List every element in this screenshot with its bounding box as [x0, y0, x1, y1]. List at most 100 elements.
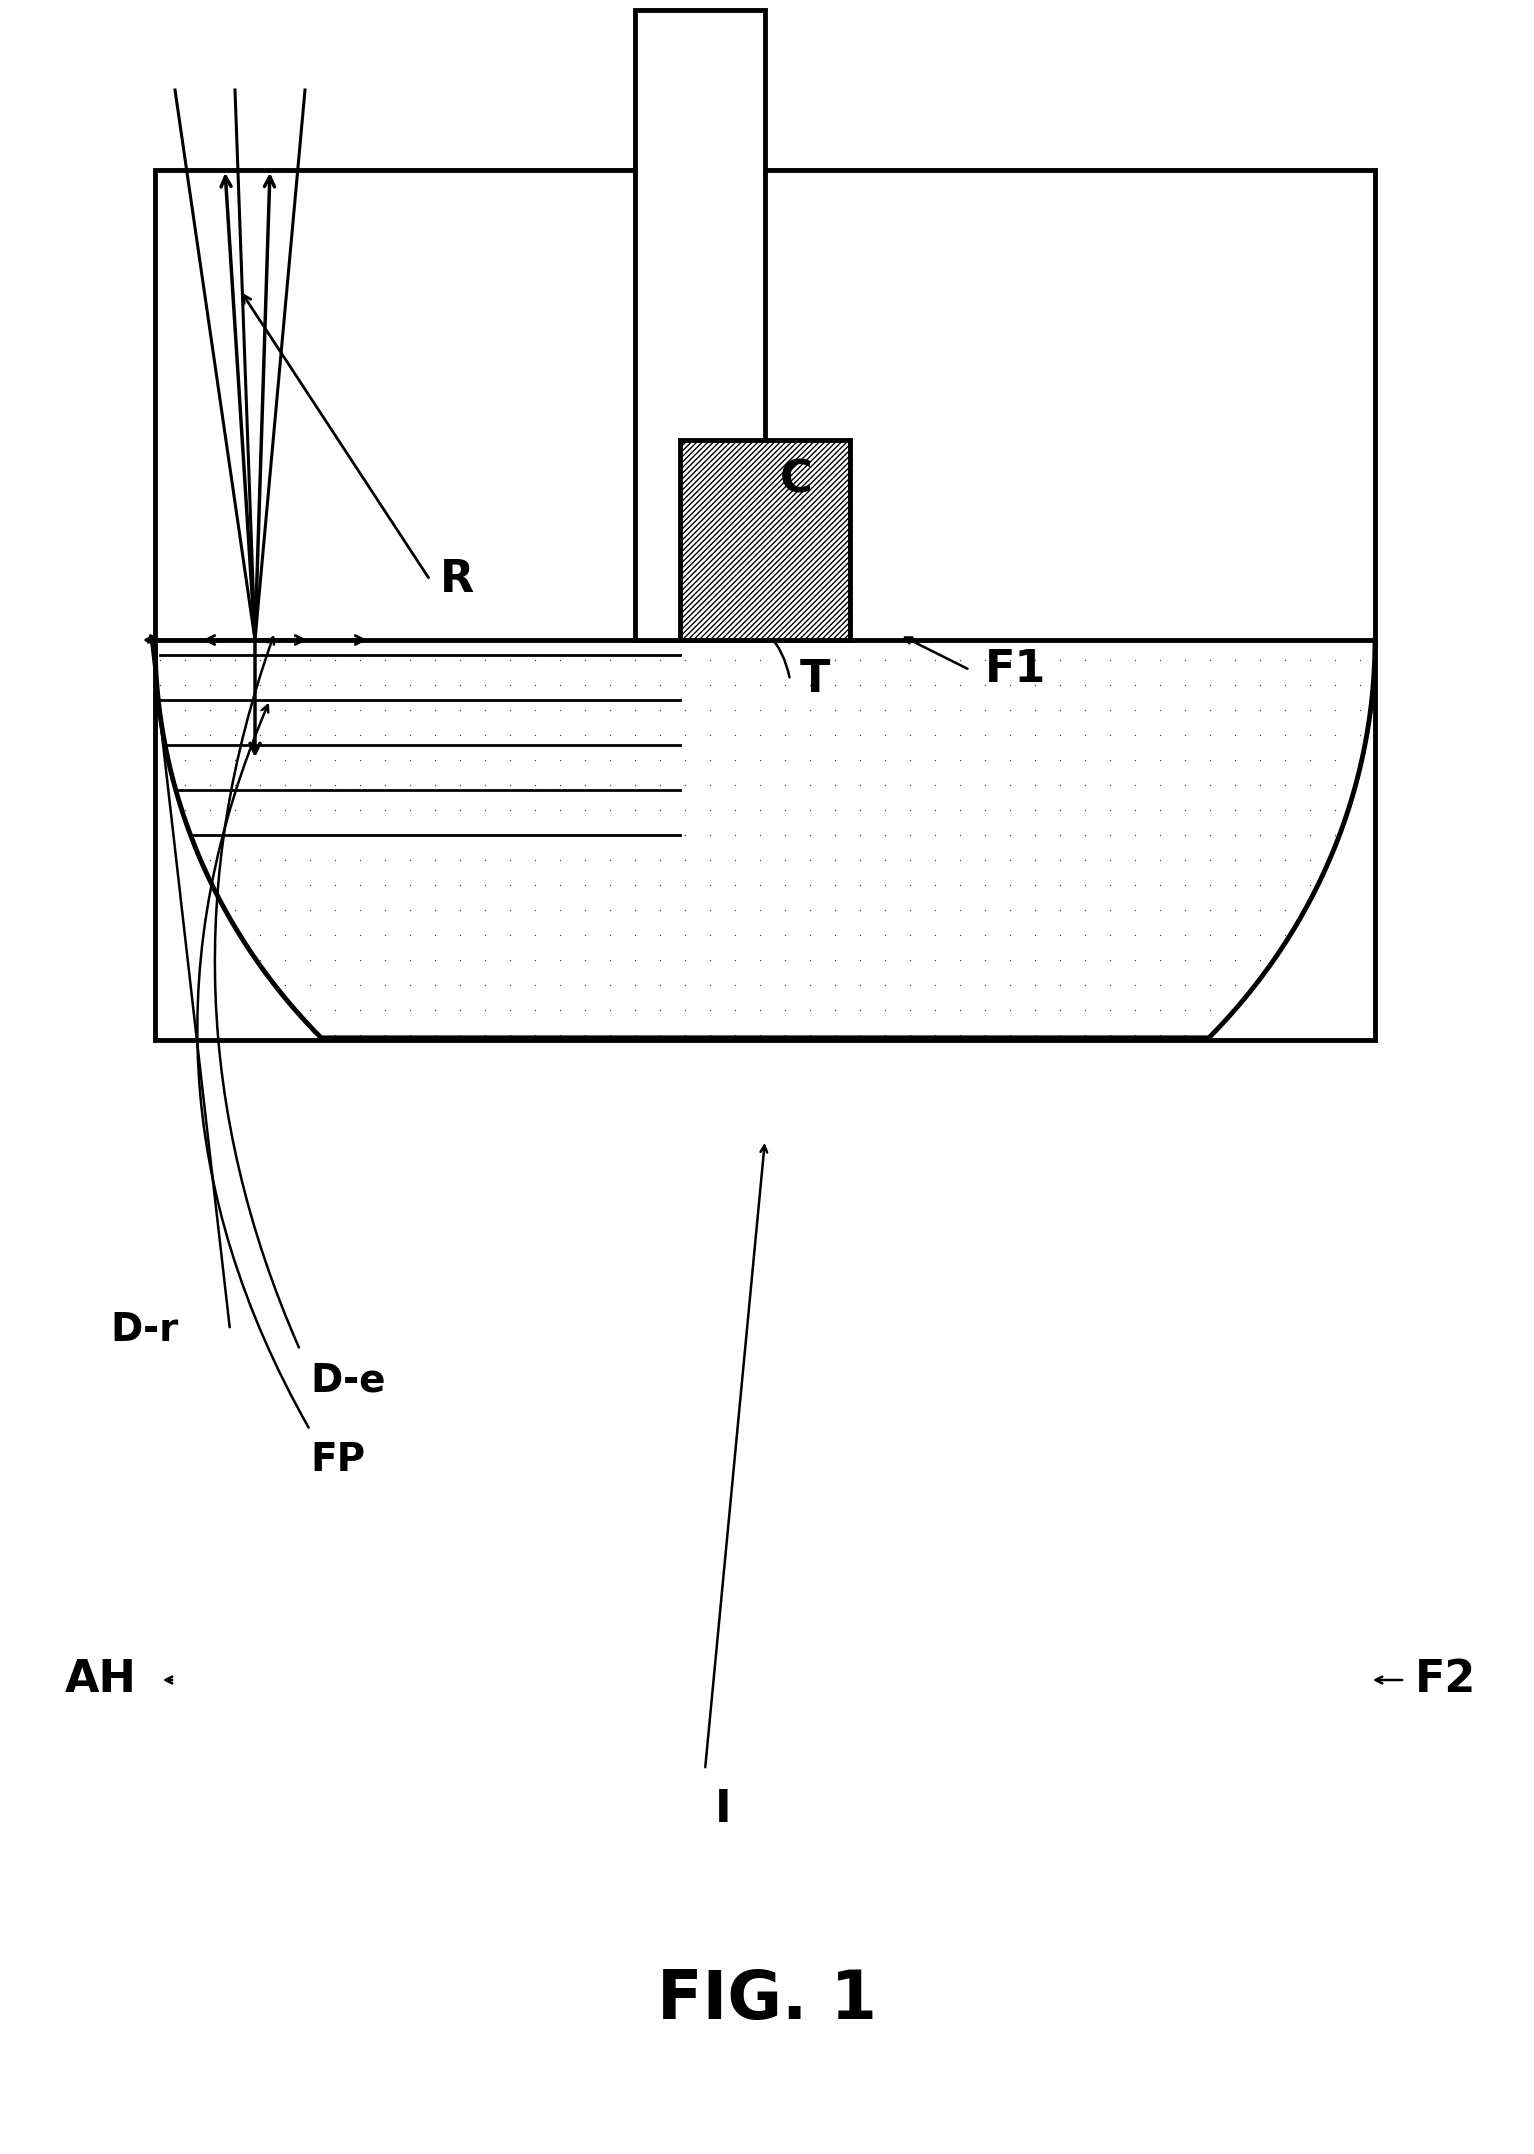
Point: [773, 842, 798, 877]
Point: [397, 668, 422, 702]
Point: [1247, 694, 1272, 728]
Point: [897, 1019, 922, 1053]
Point: [973, 842, 997, 877]
Point: [948, 967, 973, 1002]
Point: [747, 793, 772, 827]
Point: [548, 1019, 572, 1053]
Point: [598, 717, 623, 752]
Point: [1172, 819, 1197, 853]
Point: [1147, 842, 1172, 877]
Point: [798, 993, 822, 1027]
Point: [1348, 668, 1373, 702]
Point: [848, 918, 873, 952]
Point: [773, 1019, 798, 1053]
Point: [1072, 918, 1097, 952]
Point: [322, 793, 347, 827]
Point: [1072, 868, 1097, 903]
Point: [373, 668, 397, 702]
Point: [448, 642, 472, 676]
Point: [1048, 793, 1072, 827]
Point: [247, 819, 272, 853]
Point: [1273, 668, 1298, 702]
Point: [247, 743, 272, 778]
Point: [298, 892, 322, 926]
Point: [647, 668, 672, 702]
Point: [572, 918, 597, 952]
Point: [497, 668, 522, 702]
Point: [848, 668, 873, 702]
Point: [472, 892, 497, 926]
Point: [1098, 868, 1123, 903]
Point: [948, 668, 973, 702]
Point: [423, 967, 448, 1002]
Point: [723, 842, 747, 877]
Point: [598, 892, 623, 926]
Point: [1147, 868, 1172, 903]
Point: [1123, 819, 1147, 853]
Point: [1298, 868, 1322, 903]
Point: [1247, 892, 1272, 926]
Point: [1273, 743, 1298, 778]
Point: [497, 993, 522, 1027]
Point: [873, 967, 897, 1002]
Point: [647, 767, 672, 801]
Point: [1273, 819, 1298, 853]
Point: [1198, 717, 1223, 752]
Point: [1048, 842, 1072, 877]
Point: [822, 793, 847, 827]
Point: [1147, 743, 1172, 778]
Point: [222, 668, 247, 702]
Point: [973, 892, 997, 926]
Point: [1123, 767, 1147, 801]
Point: [897, 819, 922, 853]
Point: [1247, 793, 1272, 827]
Point: [1198, 668, 1223, 702]
Point: [373, 793, 397, 827]
Point: [572, 717, 597, 752]
Point: [1072, 1019, 1097, 1053]
Point: [623, 892, 647, 926]
Point: [698, 892, 723, 926]
Point: [1322, 819, 1347, 853]
Point: [273, 668, 298, 702]
Point: [397, 694, 422, 728]
Point: [698, 943, 723, 978]
Point: [322, 694, 347, 728]
Point: [548, 892, 572, 926]
Text: T: T: [801, 659, 830, 702]
Point: [448, 819, 472, 853]
Point: [1098, 694, 1123, 728]
Point: [1072, 717, 1097, 752]
Point: [523, 767, 548, 801]
Point: [723, 694, 747, 728]
Point: [1023, 793, 1048, 827]
Point: [1023, 918, 1048, 952]
Point: [647, 967, 672, 1002]
Point: [322, 668, 347, 702]
Point: [572, 943, 597, 978]
Point: [1147, 918, 1172, 952]
Point: [1098, 793, 1123, 827]
Point: [222, 694, 247, 728]
Point: [1023, 743, 1048, 778]
Point: [497, 642, 522, 676]
Point: [273, 918, 298, 952]
Point: [198, 793, 222, 827]
Point: [647, 943, 672, 978]
Point: [572, 694, 597, 728]
Point: [348, 819, 373, 853]
Point: [973, 767, 997, 801]
Point: [948, 793, 973, 827]
Point: [572, 668, 597, 702]
Point: [848, 892, 873, 926]
Point: [1098, 819, 1123, 853]
Point: [548, 767, 572, 801]
Point: [723, 642, 747, 676]
Point: [1123, 793, 1147, 827]
Point: [1322, 668, 1347, 702]
Point: [298, 767, 322, 801]
Point: [647, 918, 672, 952]
Point: [548, 642, 572, 676]
Point: [423, 767, 448, 801]
Point: [747, 668, 772, 702]
